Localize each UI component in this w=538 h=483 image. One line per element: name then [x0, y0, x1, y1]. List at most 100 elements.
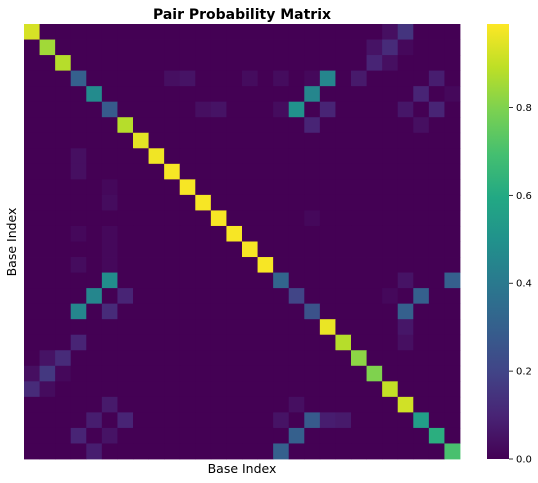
heatmap-cell: [288, 86, 305, 103]
heatmap-cell: [335, 101, 352, 118]
heatmap-cell: [242, 225, 258, 242]
heatmap-cell: [195, 272, 212, 289]
heatmap-cell: [366, 350, 383, 367]
heatmap-cell: [226, 350, 243, 367]
heatmap-cell: [164, 210, 181, 227]
heatmap-cell: [179, 194, 196, 211]
heatmap-cell: [242, 365, 258, 382]
heatmap-cell: [195, 303, 212, 320]
heatmap-cell: [366, 288, 383, 305]
heatmap-cell: [195, 70, 212, 87]
heatmap-cell: [273, 381, 290, 398]
heatmap-cell: [55, 334, 72, 351]
heatmap-cell: [117, 225, 134, 242]
heatmap-cell: [101, 101, 118, 118]
x-axis-label: Base Index: [208, 461, 277, 476]
heatmap-cell: [335, 179, 352, 196]
heatmap-cell: [70, 24, 87, 40]
heatmap-cell: [55, 303, 72, 320]
heatmap-cell: [179, 381, 196, 398]
heatmap-cell: [210, 194, 227, 211]
heatmap-cell: [257, 55, 274, 72]
heatmap-cell: [117, 70, 134, 87]
heatmap-cell: [195, 148, 212, 165]
heatmap-cell: [164, 101, 181, 118]
heatmap-cell: [24, 257, 40, 273]
heatmap-cell: [39, 210, 56, 227]
heatmap-cell: [382, 319, 399, 336]
heatmap-cell: [133, 132, 149, 149]
heatmap-cell: [257, 39, 274, 56]
heatmap-cell: [226, 241, 243, 258]
heatmap-cell: [117, 427, 134, 444]
heatmap-cell: [195, 443, 212, 460]
heatmap-cell: [273, 257, 290, 273]
heatmap-cell: [319, 194, 336, 211]
heatmap-cell: [101, 288, 118, 305]
heatmap-cell: [24, 412, 40, 429]
heatmap-cell: [164, 350, 181, 367]
heatmap-cell: [117, 39, 134, 56]
heatmap-cell: [304, 179, 321, 196]
heatmap-cell: [179, 225, 196, 242]
heatmap-cell: [366, 303, 383, 320]
heatmap-cell: [397, 272, 414, 289]
heatmap-cell: [351, 210, 367, 227]
heatmap-cell: [86, 272, 103, 289]
heatmap-cell: [288, 412, 305, 429]
heatmap-cell: [335, 443, 352, 460]
heatmap-cell: [101, 39, 118, 56]
heatmap-cell: [273, 117, 290, 134]
heatmap-cell: [195, 241, 212, 258]
heatmap-cell: [382, 241, 399, 258]
heatmap-cell: [148, 163, 165, 180]
heatmap-cell: [242, 132, 258, 149]
heatmap-cell: [148, 350, 165, 367]
heatmap-cell: [319, 303, 336, 320]
heatmap-cell: [257, 443, 274, 460]
heatmap-cell: [179, 241, 196, 258]
heatmap-cell: [319, 86, 336, 103]
heatmap-cell: [366, 381, 383, 398]
heatmap-cell: [351, 55, 367, 72]
heatmap-cell: [55, 179, 72, 196]
heatmap-cell: [55, 101, 72, 118]
heatmap-cell: [242, 86, 258, 103]
colorbar-tick-label: 0.8: [516, 103, 532, 114]
heatmap-cell: [133, 288, 149, 305]
heatmap-cell: [242, 148, 258, 165]
heatmap-cell: [179, 101, 196, 118]
heatmap-cell: [382, 288, 399, 305]
heatmap-cell: [164, 117, 181, 134]
heatmap-cell: [70, 225, 87, 242]
heatmap-cell: [148, 303, 165, 320]
heatmap-cell: [117, 101, 134, 118]
heatmap-cell: [273, 39, 290, 56]
heatmap-cell: [164, 319, 181, 336]
heatmap-cell: [335, 350, 352, 367]
heatmap-cell: [148, 365, 165, 382]
heatmap-cell: [366, 132, 383, 149]
heatmap-cell: [133, 272, 149, 289]
heatmap-cell: [304, 117, 321, 134]
heatmap-cell: [257, 194, 274, 211]
heatmap-cell: [101, 412, 118, 429]
heatmap-cell: [304, 241, 321, 258]
heatmap-cell: [413, 381, 430, 398]
heatmap-cell: [335, 241, 352, 258]
heatmap-cell: [86, 412, 103, 429]
heatmap-cell: [444, 288, 461, 305]
heatmap-cell: [444, 381, 461, 398]
heatmap-cell: [304, 86, 321, 103]
heatmap-cell: [273, 396, 290, 413]
heatmap-cell: [428, 194, 445, 211]
heatmap-cell: [226, 257, 243, 273]
heatmap-cell: [179, 288, 196, 305]
heatmap-cell: [117, 163, 134, 180]
heatmap-cell: [273, 365, 290, 382]
heatmap-cell: [226, 381, 243, 398]
heatmap-cell: [133, 225, 149, 242]
heatmap-cell: [366, 148, 383, 165]
heatmap-cell: [39, 334, 56, 351]
heatmap-cell: [413, 350, 430, 367]
